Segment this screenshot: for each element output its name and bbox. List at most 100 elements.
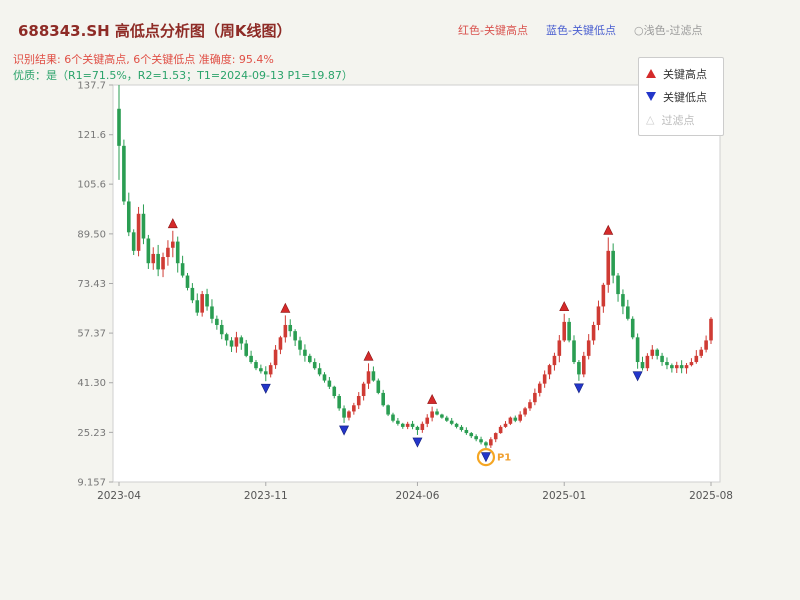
candle-body	[552, 355, 557, 366]
candle-body	[400, 423, 405, 427]
candle-body	[415, 426, 420, 430]
candle-body	[689, 362, 694, 366]
candle-body	[518, 414, 522, 421]
key-high-marker	[559, 301, 570, 312]
candle-body	[131, 232, 136, 251]
color-legend-item-0: 红色-关键高点	[458, 24, 528, 37]
color-legend: 红色-关键高点 蓝色-关键低点 ○浅色-过滤点	[458, 22, 703, 38]
candle-body	[376, 380, 381, 393]
candle-body	[317, 368, 322, 375]
candle-body	[288, 324, 293, 332]
candle-body	[425, 417, 430, 424]
candle-body	[493, 433, 498, 440]
x-tick-label: 2023-04	[97, 490, 141, 502]
candle-body	[200, 294, 204, 313]
legend-item: △ 过滤点	[646, 108, 716, 131]
key-low-marker	[412, 437, 423, 448]
key-high-marker	[603, 224, 614, 235]
candle-body	[484, 442, 488, 446]
candle-body	[508, 417, 513, 424]
candle-body	[405, 423, 410, 427]
key-low-marker	[573, 383, 584, 394]
legend-box: 关键高点 关键低点 △ 过滤点	[638, 57, 724, 136]
candle-body	[577, 362, 581, 375]
candle-body	[489, 439, 493, 446]
color-legend-item-2: ○浅色-过滤点	[633, 24, 703, 37]
candle-body	[581, 355, 586, 375]
y-tick-label: 105.6	[77, 180, 106, 191]
candle-body	[630, 318, 635, 338]
legend-item: 关键高点	[646, 62, 716, 85]
candle-body	[572, 340, 576, 363]
y-tick-label: 25.23	[77, 428, 106, 439]
legend-item: 关键低点	[646, 85, 716, 108]
candle-body	[616, 275, 620, 295]
candle-body	[410, 423, 415, 427]
candle-body	[386, 405, 390, 415]
candle-body	[640, 362, 645, 369]
candle-body	[136, 213, 141, 251]
candle-body	[259, 368, 263, 372]
candle-body	[278, 337, 283, 350]
candle-body	[430, 411, 434, 418]
candle-body	[219, 324, 224, 335]
chart-title: 688343.SH 高低点分析图（周K线图）	[18, 22, 292, 40]
candle-body	[356, 396, 361, 406]
candle-body	[273, 349, 278, 366]
candle-body	[298, 340, 302, 350]
candle-body	[650, 349, 655, 356]
candle-body	[171, 241, 175, 248]
candle-body	[205, 294, 209, 307]
legend-item-label: 过滤点	[661, 113, 695, 127]
candle-body	[180, 263, 185, 276]
candle-body	[660, 355, 664, 363]
y-tick-label: 121.6	[77, 130, 106, 141]
candle-body	[141, 213, 146, 239]
candle-body	[156, 253, 160, 270]
candle-body	[420, 423, 425, 430]
candle-body	[391, 414, 395, 421]
candle-body	[381, 392, 385, 406]
candle-body	[361, 383, 366, 397]
candle-body	[596, 306, 601, 325]
candle-body	[254, 362, 258, 369]
candle-body	[655, 349, 659, 356]
candle-body	[312, 362, 317, 369]
candle-body	[332, 386, 337, 397]
candle-body	[146, 238, 151, 264]
candle-body	[151, 253, 156, 264]
y-tick-label: 137.7	[77, 81, 106, 92]
candle-body	[293, 331, 297, 341]
candle-body	[268, 365, 273, 375]
candle-body	[523, 408, 527, 415]
candle-body	[537, 383, 542, 393]
key-low-marker	[260, 383, 271, 394]
candle-body	[547, 365, 552, 375]
candle-body	[347, 411, 351, 418]
x-tick-label: 2025-08	[689, 490, 733, 502]
key-high-marker	[167, 218, 178, 229]
candle-body	[557, 340, 562, 356]
candle-body	[562, 321, 567, 341]
x-tick-label: 2025-01	[542, 490, 586, 502]
candle-body	[679, 365, 684, 369]
candle-body	[161, 257, 165, 270]
filtered-point-icon: △	[646, 113, 655, 126]
candle-body	[239, 337, 244, 344]
candle-body	[704, 340, 708, 350]
candle-body	[645, 355, 650, 369]
candle-body	[699, 349, 704, 356]
candle-body	[567, 321, 571, 341]
candle-body	[337, 396, 341, 409]
candle-body	[709, 318, 713, 341]
candle-body	[190, 287, 195, 301]
color-legend-item-1: 蓝色-关键低点	[545, 24, 616, 37]
x-tick-label: 2023-11	[244, 490, 288, 502]
candle-body	[479, 439, 483, 443]
candle-body	[591, 324, 596, 341]
quality-line: 优质：是（R1=71.5%，R2=1.53；T1=2024-09-13 P1=1…	[13, 69, 353, 82]
key-low-marker	[339, 425, 350, 436]
candle-body	[670, 365, 674, 369]
